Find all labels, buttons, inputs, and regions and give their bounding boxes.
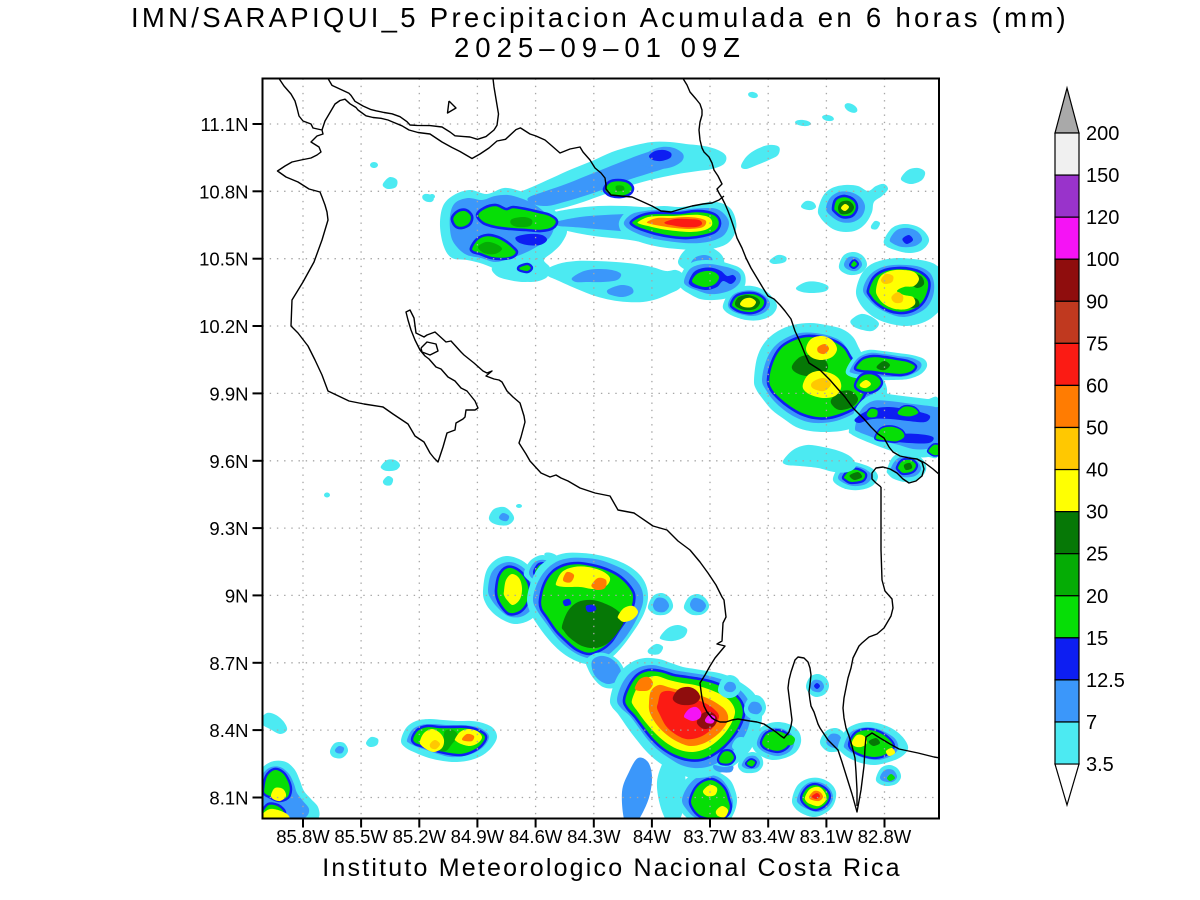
svg-text:85.8W: 85.8W <box>276 826 330 847</box>
svg-text:60: 60 <box>1086 375 1108 397</box>
svg-text:25: 25 <box>1086 544 1108 566</box>
svg-text:30: 30 <box>1086 502 1108 524</box>
svg-text:3.5: 3.5 <box>1086 754 1114 776</box>
svg-text:150: 150 <box>1086 165 1119 187</box>
svg-text:10.2N: 10.2N <box>199 316 248 337</box>
svg-text:84.6W: 84.6W <box>509 826 563 847</box>
svg-text:90: 90 <box>1086 291 1108 313</box>
svg-text:10.5N: 10.5N <box>199 249 248 270</box>
svg-text:8.7N: 8.7N <box>209 653 248 674</box>
svg-text:12.5: 12.5 <box>1086 670 1125 692</box>
svg-text:84.9W: 84.9W <box>451 826 505 847</box>
svg-text:82.8W: 82.8W <box>858 826 912 847</box>
svg-text:83.4W: 83.4W <box>741 826 795 847</box>
svg-text:9.6N: 9.6N <box>209 451 248 472</box>
svg-text:9N: 9N <box>225 585 249 606</box>
svg-text:83.1W: 83.1W <box>800 826 854 847</box>
svg-text:40: 40 <box>1086 460 1108 482</box>
svg-text:8.1N: 8.1N <box>209 788 248 809</box>
svg-text:10.8N: 10.8N <box>199 181 248 202</box>
svg-text:11.1N: 11.1N <box>201 114 249 135</box>
svg-text:20: 20 <box>1086 586 1108 608</box>
svg-text:50: 50 <box>1086 418 1108 440</box>
svg-text:15: 15 <box>1086 628 1108 650</box>
svg-text:100: 100 <box>1086 249 1119 271</box>
svg-text:84W: 84W <box>633 826 672 847</box>
svg-text:Instituto Meteorologico Nacion: Instituto Meteorologico Nacional Costa R… <box>322 854 902 882</box>
svg-text:85.2W: 85.2W <box>393 826 447 847</box>
svg-text:85.5W: 85.5W <box>334 826 388 847</box>
svg-text:7: 7 <box>1086 712 1097 734</box>
svg-text:IMN/SARAPIQUI_5 Precipitacion: IMN/SARAPIQUI_5 Precipitacion Acumulada … <box>131 2 1069 33</box>
svg-text:8.4N: 8.4N <box>209 720 248 741</box>
svg-text:84.3W: 84.3W <box>567 826 621 847</box>
svg-text:9.9N: 9.9N <box>209 383 248 404</box>
svg-text:83.7W: 83.7W <box>683 826 737 847</box>
svg-text:9.3N: 9.3N <box>209 518 248 539</box>
svg-text:120: 120 <box>1086 207 1119 229</box>
svg-text:75: 75 <box>1086 333 1108 355</box>
svg-text:200: 200 <box>1086 123 1119 145</box>
svg-text:2025–09–01 09Z: 2025–09–01 09Z <box>454 32 746 63</box>
